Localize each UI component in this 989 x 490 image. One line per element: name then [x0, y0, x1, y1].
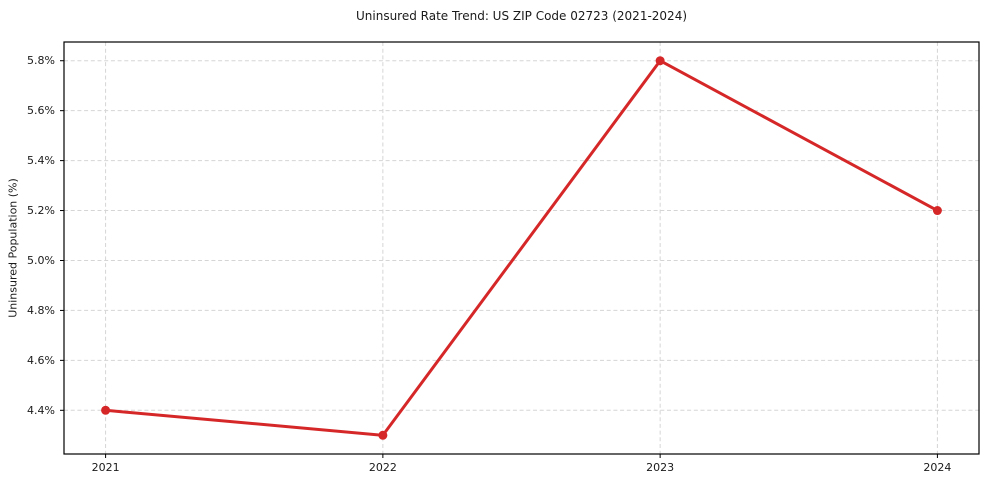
x-tick-label: 2022	[369, 461, 397, 474]
y-tick-label: 5.2%	[27, 204, 55, 217]
data-point-marker	[932, 206, 942, 216]
data-point-marker	[101, 405, 111, 415]
x-tick-label: 2021	[92, 461, 120, 474]
y-tick-label: 4.8%	[27, 304, 55, 317]
axes-frame	[63, 41, 980, 455]
x-tick-label: 2023	[646, 461, 674, 474]
y-tick-label: 4.4%	[27, 404, 55, 417]
y-tick-label: 5.6%	[27, 104, 55, 117]
data-point-marker	[655, 56, 665, 66]
y-tick-label: 4.6%	[27, 354, 55, 367]
data-point-marker	[378, 430, 388, 440]
trend-line	[104, 59, 939, 437]
x-tick-label: 2024	[923, 461, 951, 474]
y-tick-label: 5.8%	[27, 54, 55, 67]
y-tick-label: 5.4%	[27, 154, 55, 167]
y-tick-label: 5.0%	[27, 254, 55, 267]
chart-title: Uninsured Rate Trend: US ZIP Code 02723 …	[355, 9, 688, 23]
